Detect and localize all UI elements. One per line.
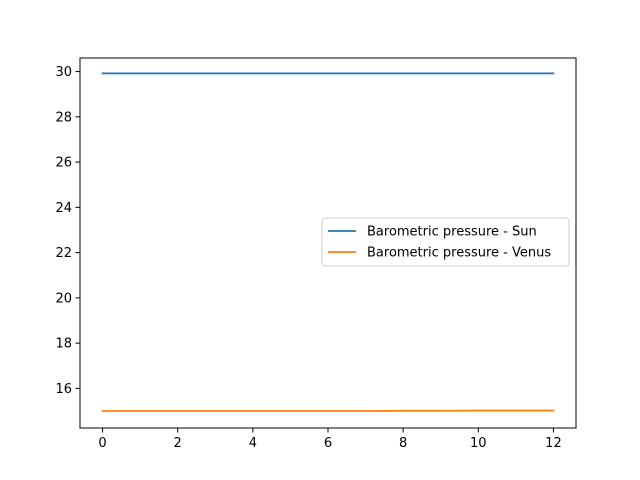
legend: Barometric pressure - Sun Barometric pres… — [321, 217, 570, 267]
x-tick-label: 2 — [174, 436, 182, 451]
y-tick-label: 24 — [55, 201, 72, 216]
legend-label: Barometric pressure - Venus — [367, 246, 551, 261]
x-axis: 0 2 4 6 8 10 12 — [98, 428, 562, 451]
y-tick-label: 30 — [55, 65, 72, 80]
y-tick-label: 22 — [55, 246, 72, 261]
legend-label: Barometric pressure - Sun — [367, 225, 537, 240]
legend-box — [321, 217, 570, 267]
y-tick-label: 18 — [55, 337, 72, 352]
y-tick-label: 20 — [55, 291, 72, 306]
series-layer — [101, 72, 555, 412]
x-tick-label: 10 — [470, 436, 487, 451]
y-tick-label: 16 — [55, 382, 72, 397]
x-tick-label: 4 — [249, 436, 257, 451]
y-axis: 16 18 20 22 24 26 28 30 — [55, 65, 80, 397]
x-tick-label: 0 — [98, 436, 106, 451]
x-tick-label: 12 — [545, 436, 562, 451]
x-tick-label: 8 — [399, 436, 407, 451]
y-tick-label: 26 — [55, 156, 72, 171]
x-tick-label: 6 — [324, 436, 332, 451]
y-tick-label: 28 — [55, 110, 72, 125]
